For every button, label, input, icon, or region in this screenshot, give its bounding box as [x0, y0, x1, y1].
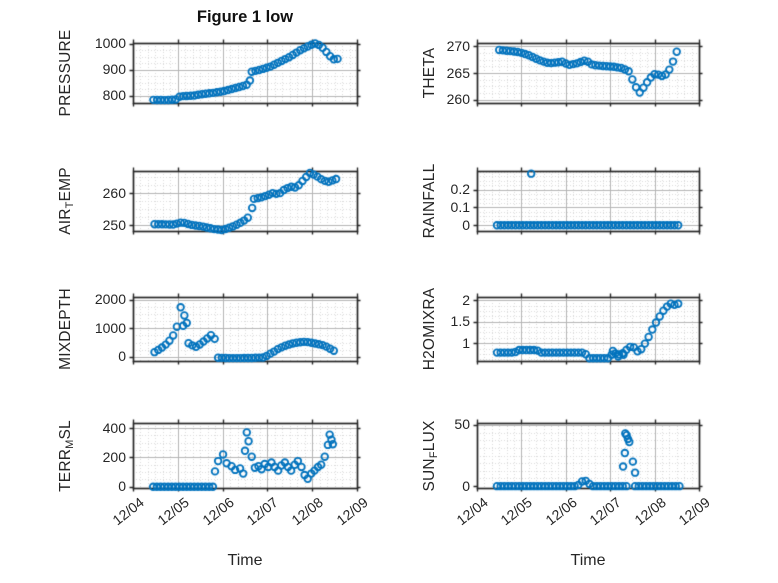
- y-tick-label: 250: [102, 217, 126, 233]
- y-tick-label: 0.2: [450, 181, 470, 197]
- y-axis-label-sun_flux: SUNFLUX: [421, 419, 440, 492]
- y-axis-label-subscript: M: [64, 438, 76, 449]
- y-axis-label-subscript: T: [64, 201, 76, 209]
- y-axis-label-text: AIR: [57, 208, 74, 235]
- y-tick-label: 2: [462, 292, 470, 308]
- y-axis-label-text: MIXDEPTH: [57, 288, 74, 370]
- y-tick-label: 900: [102, 61, 126, 77]
- y-axis-label-text: TERR: [57, 448, 74, 492]
- y-tick-label: 400: [102, 420, 126, 436]
- y-axis-label-text: H2OMIXRA: [421, 287, 438, 371]
- y-axis-label-subscript: F: [428, 450, 440, 458]
- y-tick-label: 1000: [94, 320, 126, 336]
- y-axis-label-mixdepth: MIXDEPTH: [57, 288, 75, 370]
- y-axis-label-text: SUN: [421, 457, 438, 492]
- y-tick-label: 0: [462, 478, 470, 494]
- y-tick-label: 1.5: [450, 313, 470, 329]
- y-axis-label-rainfall: RAINFALL: [421, 164, 439, 239]
- y-axis-label-text: LUX: [421, 419, 438, 451]
- y-tick-label: 1: [462, 335, 470, 351]
- y-tick-label: 0: [462, 217, 470, 233]
- y-tick-label: 270: [446, 38, 470, 54]
- y-tick-label: 200: [102, 449, 126, 465]
- y-axis-label-text: SL: [57, 419, 74, 439]
- y-tick-label: 260: [446, 91, 470, 107]
- y-tick-label: 50: [454, 416, 470, 432]
- y-tick-label: 260: [102, 185, 126, 201]
- y-tick-label: 2000: [94, 291, 126, 307]
- y-axis-label-h2omixra: H2OMIXRA: [421, 288, 439, 371]
- y-tick-label: 800: [102, 87, 126, 103]
- y-axis-label-terr_msl: TERRMSL: [57, 419, 76, 492]
- y-axis-label-text: PRESSURE: [57, 29, 74, 117]
- x-axis-label-time-left: Time: [227, 552, 263, 569]
- y-tick-label: 0: [118, 348, 126, 364]
- y-tick-label: 265: [446, 65, 470, 81]
- figure-title: Figure 1 low: [196, 8, 294, 26]
- y-axis-label-air_temp: AIRTEMP: [57, 167, 76, 235]
- y-tick-label: 1000: [94, 35, 126, 51]
- y-axis-label-text: THETA: [421, 47, 438, 99]
- y-axis-label-text: RAINFALL: [421, 163, 438, 239]
- y-axis-label-text: EMP: [57, 167, 74, 202]
- y-tick-label: 0: [118, 478, 126, 494]
- y-axis-label-pressure: PRESSURE: [57, 30, 75, 117]
- x-axis-label-time-right: Time: [570, 552, 606, 569]
- y-axis-label-theta: THETA: [421, 48, 439, 99]
- y-tick-label: 0.1: [450, 199, 470, 215]
